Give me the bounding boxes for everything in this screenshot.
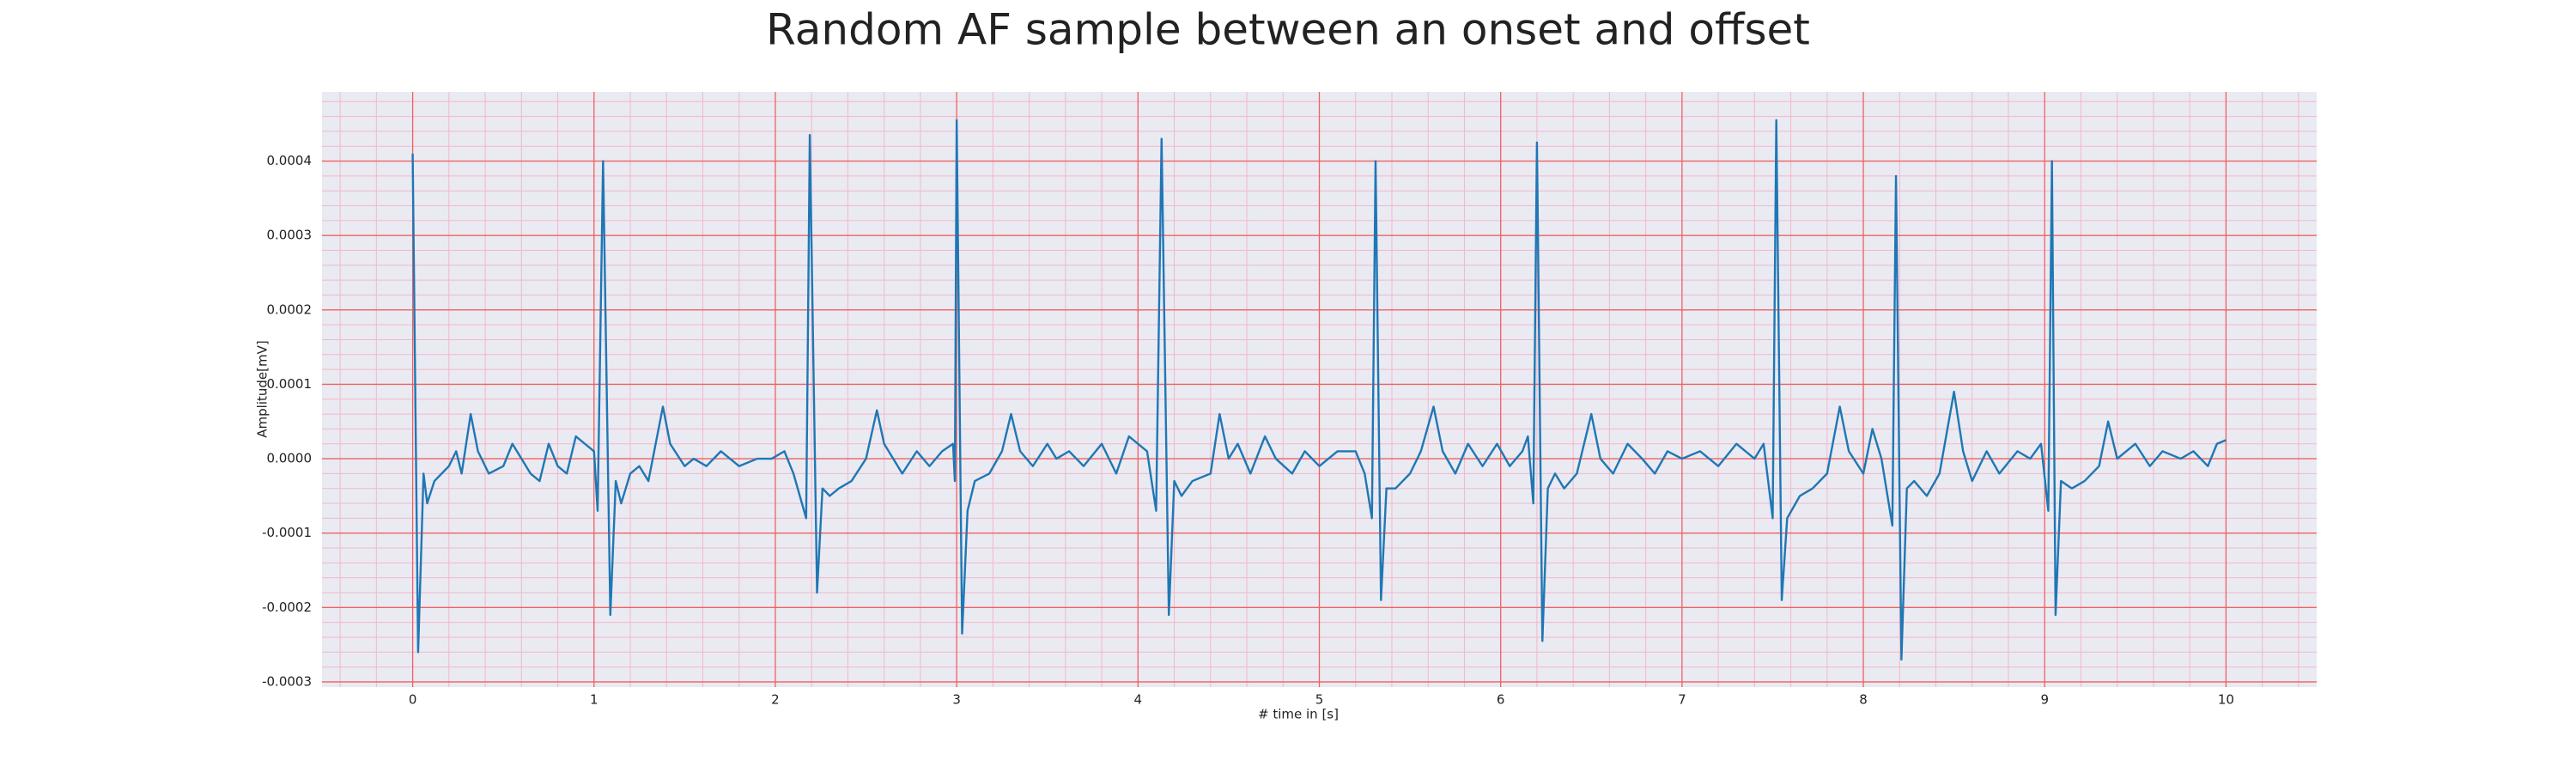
x-tick-label: 7 [1678,692,1686,708]
y-tick-label: 0.0001 [267,376,313,392]
x-tick-label: 5 [1315,692,1324,708]
y-tick-label: 0.0003 [267,228,313,243]
y-tick-label: 0.0004 [267,153,313,168]
x-tick-label: 1 [590,692,598,708]
x-tick-label: 4 [1134,692,1143,708]
x-tick-label: 6 [1497,692,1505,708]
x-tick-label: 3 [952,692,961,708]
x-tick-label: 0 [409,692,417,708]
y-tick-label: 0.0002 [267,301,313,317]
chart-title: Random AF sample between an onset and of… [766,5,1810,55]
x-tick-label: 9 [2040,692,2049,708]
y-tick-label: -0.0002 [262,600,312,615]
x-tick-label: 8 [1859,692,1868,708]
x-tick-label: 2 [771,692,780,708]
y-tick-label: -0.0003 [262,673,312,689]
x-tick-label: 10 [2218,692,2234,708]
y-tick-label: 0.0000 [267,451,313,466]
x-axis-label: # time in [s] [1258,707,1339,722]
data-line [411,119,2227,661]
y-axis-label: Amplitude[mV] [255,340,270,437]
y-tick-label: -0.0001 [262,525,312,540]
